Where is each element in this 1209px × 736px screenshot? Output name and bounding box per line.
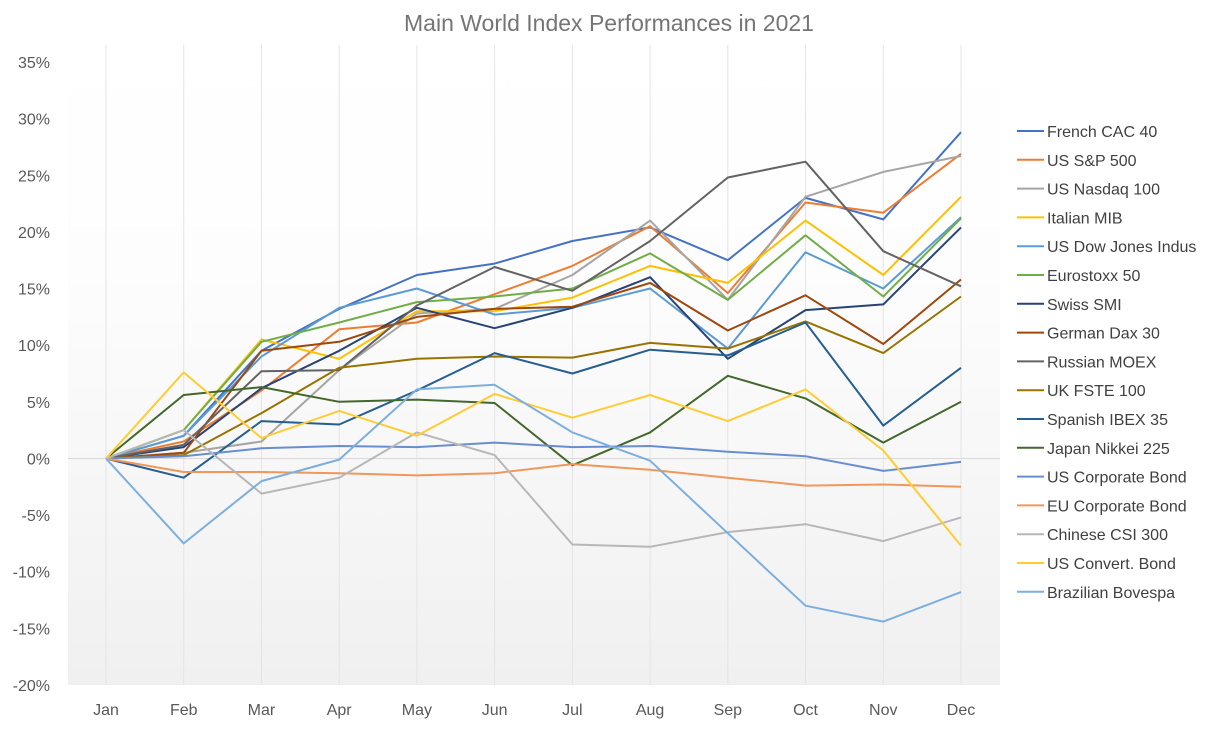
x-tick-label: Aug (636, 702, 664, 719)
series-line (105, 196, 962, 460)
y-tick-label: 20% (18, 225, 50, 242)
legend-label: Japan Nikkei 225 (1047, 441, 1170, 458)
legend-item: German Dax 30 (1017, 326, 1160, 343)
y-tick-label: 10% (18, 338, 50, 355)
y-tick-label: 25% (18, 168, 50, 185)
legend-item: US Convert. Bond (1017, 556, 1176, 573)
x-tick-label: Jan (93, 702, 119, 719)
series-line (105, 226, 962, 460)
y-tick-label: 0% (27, 451, 50, 468)
legend-item: Italian MIB (1017, 210, 1123, 227)
series-line (105, 295, 962, 460)
chart-title: Main World Index Performances in 2021 (404, 10, 814, 36)
series-lines (105, 131, 962, 623)
y-axis-ticks: 35% 30% 25% 20% 15% 10% 5% 0% -5% -10% -15% -20% (13, 55, 50, 695)
x-tick-label: Oct (793, 702, 818, 719)
legend-label: Russian MOEX (1047, 354, 1157, 371)
legend-item: UK FSTE 100 (1017, 383, 1146, 400)
y-tick-label: 15% (18, 282, 50, 299)
series-line (105, 429, 962, 548)
legend-label: EU Corporate Bond (1047, 498, 1187, 515)
x-tick-label: Mar (248, 702, 276, 719)
legend-label: Eurostoxx 50 (1047, 268, 1140, 285)
x-tick-label: Dec (947, 702, 975, 719)
legend-label: German Dax 30 (1047, 326, 1160, 343)
legend-label: US Nasdaq 100 (1047, 182, 1160, 199)
x-tick-label: Nov (869, 702, 897, 719)
legend-label: US Corporate Bond (1047, 470, 1187, 487)
y-tick-label: -20% (13, 678, 50, 695)
legend-label: UK FSTE 100 (1047, 383, 1146, 400)
y-tick-label: 30% (18, 112, 50, 129)
series-line (105, 383, 962, 623)
y-tick-label: -10% (13, 565, 50, 582)
x-tick-label: Jun (482, 702, 508, 719)
legend: French CAC 40 US S&P 500 US Nasdaq 100 Ital… (1017, 124, 1196, 602)
series-line (105, 457, 962, 488)
legend-label: US Dow Jones Indus (1047, 239, 1196, 256)
series-line (105, 160, 962, 460)
legend-item: Russian MOEX (1017, 354, 1157, 371)
series-line (105, 217, 962, 460)
legend-item: Chinese CSI 300 (1017, 527, 1168, 544)
series-line (105, 441, 962, 472)
legend-label: US S&P 500 (1047, 153, 1137, 170)
x-tick-label: May (402, 702, 432, 719)
legend-item: US S&P 500 (1017, 153, 1137, 170)
y-tick-label: -5% (22, 508, 50, 525)
legend-item: US Nasdaq 100 (1017, 182, 1160, 199)
legend-item: French CAC 40 (1017, 124, 1157, 141)
legend-item: Spanish IBEX 35 (1017, 412, 1168, 429)
series-line (105, 321, 962, 479)
legend-item: EU Corporate Bond (1017, 498, 1187, 515)
legend-item: Eurostoxx 50 (1017, 268, 1140, 285)
grid-lines (105, 45, 962, 685)
legend-label: French CAC 40 (1047, 124, 1157, 141)
series-line (105, 216, 962, 460)
x-tick-label: Feb (170, 702, 198, 719)
plot-area (68, 45, 1000, 685)
legend-item: US Corporate Bond (1017, 470, 1187, 487)
legend-label: Italian MIB (1047, 210, 1123, 227)
legend-item: Swiss SMI (1017, 297, 1122, 314)
legend-label: Spanish IBEX 35 (1047, 412, 1168, 429)
y-tick-label: -15% (13, 621, 50, 638)
series-line (105, 278, 962, 460)
x-tick-label: Jul (562, 702, 582, 719)
x-axis-ticks: Jan Feb Mar Apr May Jun Jul Aug Sep Oct Nov Dec (93, 702, 975, 719)
legend-item: Brazilian Bovespa (1017, 585, 1175, 602)
x-tick-label: Apr (327, 702, 353, 719)
legend-item: Japan Nikkei 225 (1017, 441, 1170, 458)
y-tick-label: 5% (27, 395, 50, 412)
series-line (105, 131, 962, 460)
series-line (105, 371, 962, 547)
x-tick-label: Sep (714, 702, 743, 719)
y-tick-label: 35% (18, 55, 50, 72)
legend-label: US Convert. Bond (1047, 556, 1176, 573)
legend-label: Swiss SMI (1047, 297, 1122, 314)
legend-item: US Dow Jones Indus (1017, 239, 1196, 256)
legend-label: Brazilian Bovespa (1047, 585, 1175, 602)
series-line (105, 374, 962, 467)
legend-label: Chinese CSI 300 (1047, 527, 1168, 544)
